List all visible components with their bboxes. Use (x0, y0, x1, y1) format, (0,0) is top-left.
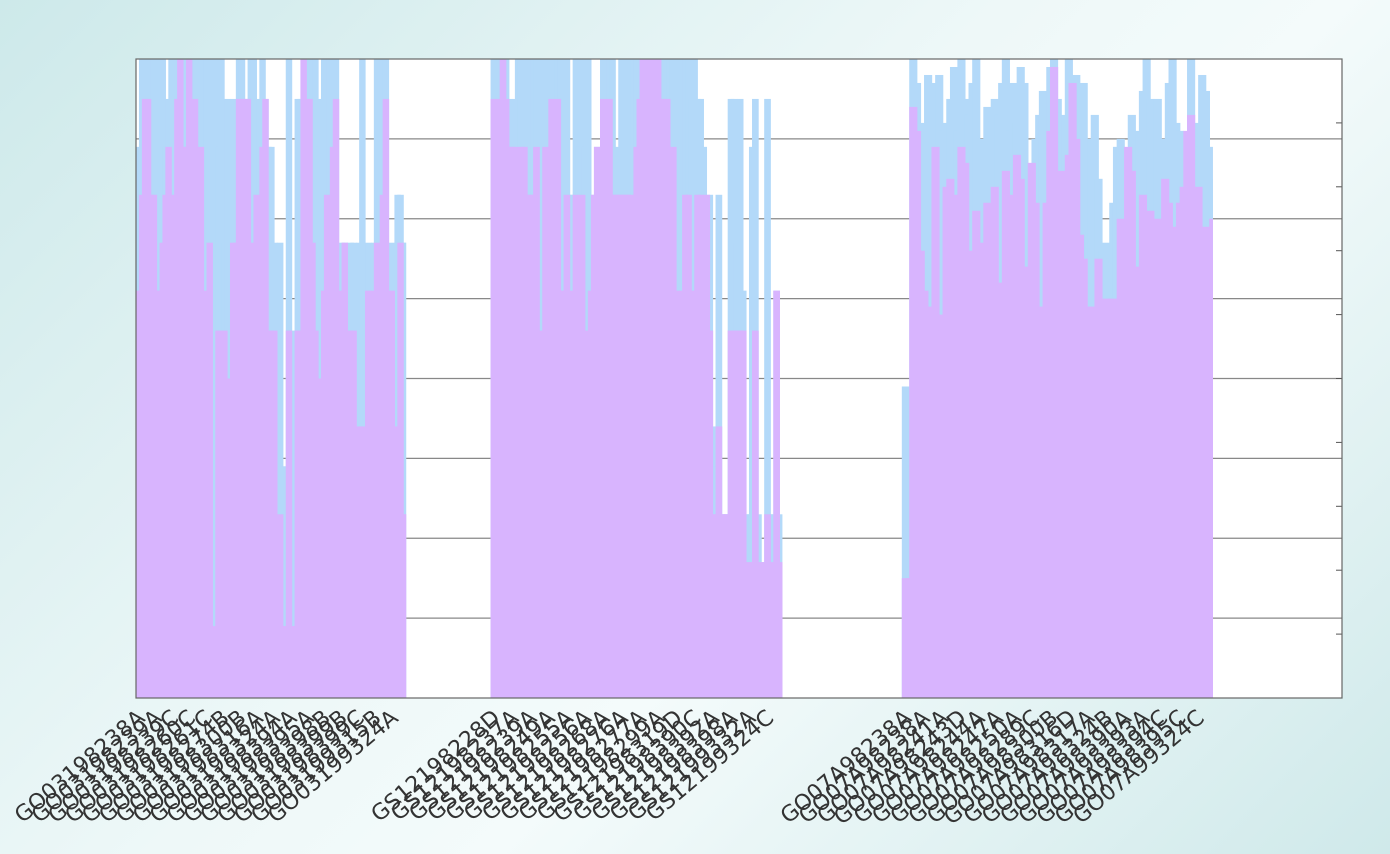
bar (365, 290, 372, 698)
y-axis-ticks (1336, 122, 1342, 635)
bar (271, 330, 278, 698)
bar (752, 330, 759, 698)
x-axis-tick-labels: GO03198238AGO03198239AGO03198239CGO03198… (10, 705, 1209, 830)
bar (901, 386, 910, 698)
bar (341, 242, 348, 698)
bar-series (136, 59, 1213, 699)
bar (382, 98, 390, 698)
bar (403, 514, 407, 698)
bar (206, 242, 213, 698)
bar (276, 514, 284, 698)
bar (397, 242, 404, 698)
bar (403, 242, 407, 698)
bar (285, 330, 293, 698)
bar (773, 290, 780, 698)
bar (359, 426, 366, 698)
bar (1209, 218, 1213, 698)
plot-area-border (135, 58, 1343, 699)
bar (739, 330, 747, 698)
bar (221, 330, 228, 698)
bar (388, 290, 395, 698)
bar (332, 98, 340, 698)
bar (779, 562, 783, 698)
bar (400, 514, 407, 698)
bar (764, 98, 771, 698)
bar (350, 330, 357, 698)
bar (215, 330, 222, 698)
